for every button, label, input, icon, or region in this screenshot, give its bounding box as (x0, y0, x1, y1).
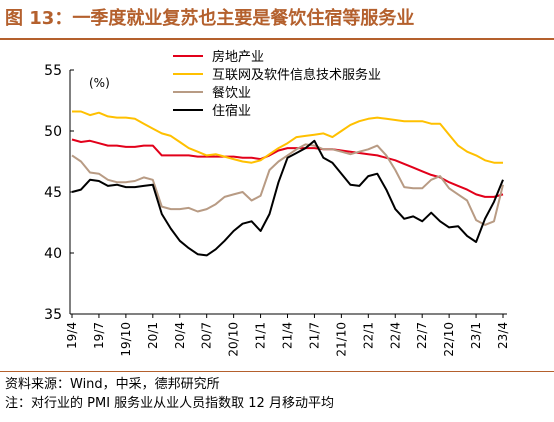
y-tick-label: 50 (44, 124, 62, 140)
x-tick-label: 19/7 (92, 322, 106, 349)
line-chart: 35 40 45 50 55 19/4 19/7 19/10 20/1 20/4 20/7 20/10… (44, 49, 510, 357)
x-tick-label: 20/7 (200, 322, 214, 349)
x-tick-label: 21/10 (334, 322, 348, 357)
footer-rule (0, 371, 554, 372)
legend-label: 餐饮业 (212, 85, 251, 101)
x-tick-label: 19/10 (119, 322, 133, 357)
series-line (71, 143, 504, 226)
x-tick-label: 22/1 (361, 322, 375, 349)
x-tick-label: 19/4 (65, 322, 79, 349)
figure-title: 图 13：一季度就业复苏也主要是餐饮住宿等服务业 (5, 8, 415, 29)
x-tick-label: 22/7 (415, 322, 429, 349)
x-tick-label: 23/1 (469, 322, 483, 349)
y-tick-label: 55 (44, 63, 62, 79)
series-line (71, 138, 504, 198)
legend-label: 房地产业 (212, 49, 264, 65)
source-note: 资料来源：Wind，中采，德邦研究所 (5, 377, 220, 392)
x-tick-label: 21/1 (254, 322, 268, 349)
series-line (72, 110, 503, 164)
title-rule (0, 38, 554, 40)
legend-label: 住宿业 (212, 103, 251, 119)
x-tick-label: 20/4 (173, 322, 187, 349)
series-line (71, 139, 504, 257)
chart-axes: 35 40 45 50 55 19/4 19/7 19/10 20/1 20/4 20/7 20/10… (44, 63, 510, 357)
x-tick-label: 22/10 (442, 322, 456, 357)
x-tick-label: 22/4 (388, 322, 402, 349)
footnote: 注：对行业的 PMI 服务业从业人员指数取 12 月移动平均 (5, 396, 334, 411)
y-tick-label: 40 (44, 246, 62, 262)
y-tick-label: 35 (44, 307, 62, 323)
y-tick-label: 45 (44, 185, 62, 201)
x-tick-label: 23/4 (496, 322, 510, 349)
x-tick-label: 20/10 (227, 322, 241, 357)
x-tick-label: 20/1 (146, 322, 160, 349)
x-tick-label: 21/4 (281, 322, 295, 349)
legend-label: 互联网及软件信息技术服务业 (212, 67, 381, 83)
y-unit-label: (%) (89, 76, 110, 90)
x-tick-label: 21/7 (307, 322, 321, 349)
chart-lines (71, 110, 504, 257)
